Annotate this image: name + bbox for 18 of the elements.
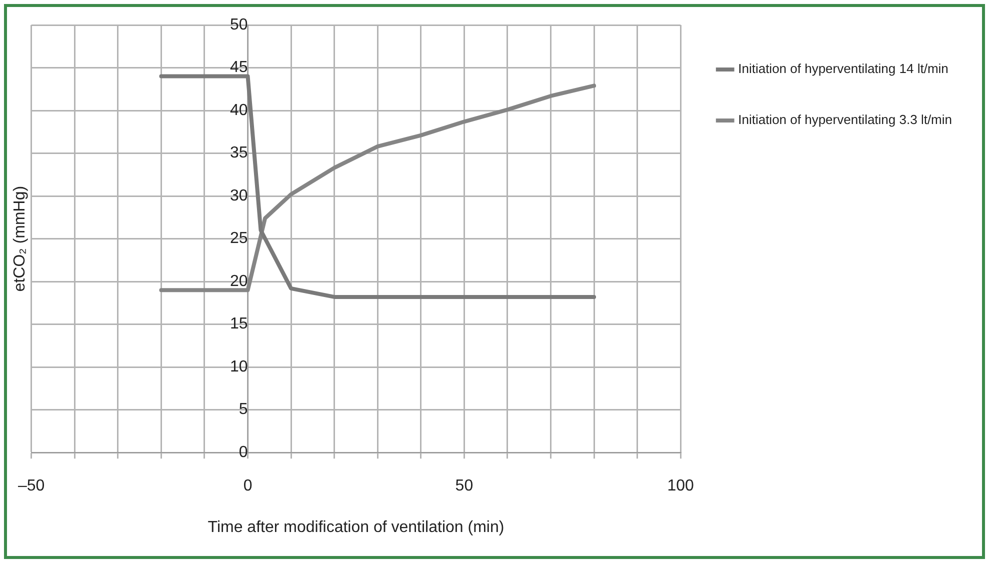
legend-label: Initiation of hyperventilating 3.3 lt/min <box>738 112 952 128</box>
y-tick-label: 40 <box>230 102 248 119</box>
y-tick-label: 5 <box>238 401 248 418</box>
y-tick-label: 50 <box>230 16 248 34</box>
y-tick-label: 15 <box>230 316 248 333</box>
y-tick-label: 10 <box>230 358 248 376</box>
x-axis-title: Time after modification of ventilation (min) <box>208 518 504 536</box>
y-axis-title: etCO₂ (mmHg) <box>11 186 28 292</box>
y-tick-label: 30 <box>230 187 248 204</box>
x-tick-label: 100 <box>667 478 694 495</box>
y-tick-label: 25 <box>230 230 248 248</box>
y-tick-label: 35 <box>230 144 248 162</box>
x-tick-label: –50 <box>18 478 45 495</box>
y-tick-label: 0 <box>238 444 248 462</box>
y-tick-label: 45 <box>230 59 248 76</box>
x-tick-label: 50 <box>455 478 474 495</box>
legend-label: Initiation of hyperventilating 14 lt/min <box>738 61 948 76</box>
y-tick-label: 20 <box>230 272 248 290</box>
